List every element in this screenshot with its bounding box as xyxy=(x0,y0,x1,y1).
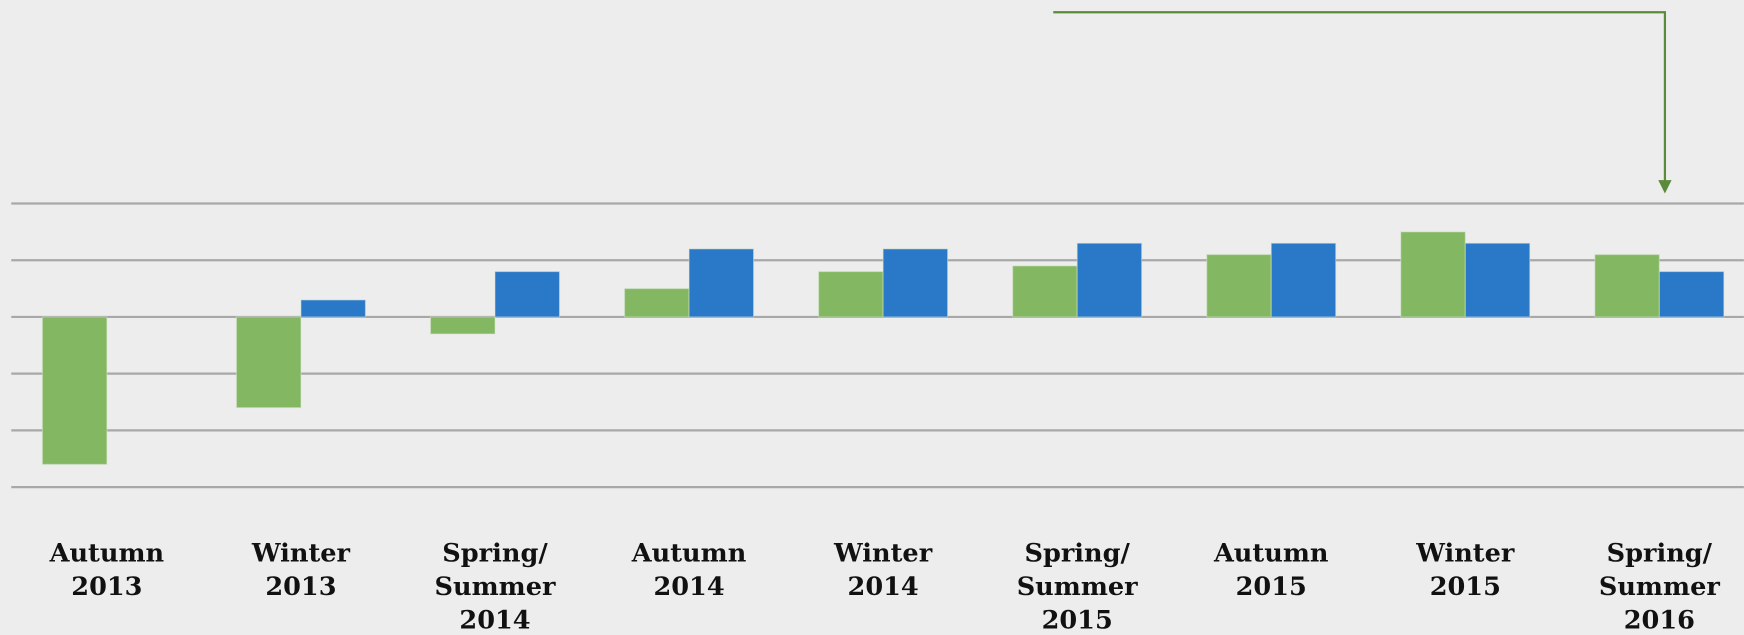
bar xyxy=(1076,242,1143,318)
annotation-arrow xyxy=(1053,11,1667,182)
bar xyxy=(882,248,949,318)
x-tick-label: Winter 2014 xyxy=(834,538,933,602)
x-tick-label: Winter 2013 xyxy=(251,538,351,602)
x-tick-label: Spring/ Summer 2014 xyxy=(434,538,556,635)
bar xyxy=(41,316,108,465)
bar xyxy=(494,271,561,318)
x-label-box: Autumn 2014 xyxy=(631,538,747,602)
x-label-box: Autumn 2015 xyxy=(1213,538,1329,602)
x-label-box: Autumn 2013 xyxy=(49,538,165,602)
x-tick-label: Winter 2015 xyxy=(1416,538,1515,602)
bar xyxy=(1206,253,1272,318)
bar xyxy=(1464,242,1531,318)
labels: Autumn 2013 Winter 2013 Spring/ Summer 201… xyxy=(49,538,1720,635)
bar xyxy=(624,288,690,318)
x-tick-label: Autumn 2013 xyxy=(49,538,165,602)
x-tick-label: Spring/ Summer 2015 xyxy=(1016,538,1138,635)
bar xyxy=(1658,271,1725,318)
bar xyxy=(1400,231,1466,318)
x-label-box: Spring/ Summer 2016 xyxy=(1598,538,1720,635)
bars xyxy=(41,231,1725,465)
x-label-box: Winter 2013 xyxy=(251,538,351,602)
bar xyxy=(688,248,755,318)
bar xyxy=(300,299,367,318)
arrow-head xyxy=(1658,180,1672,194)
x-tick-label: Spring/ Summer 2016 xyxy=(1598,538,1720,635)
bar xyxy=(818,271,884,318)
x-tick-label: Autumn 2015 xyxy=(1213,538,1329,602)
x-label-box: Winter 2014 xyxy=(834,538,933,602)
x-label-box: Spring/ Summer 2014 xyxy=(434,538,556,635)
bar xyxy=(1270,242,1337,318)
x-tick-label: Autumn 2014 xyxy=(631,538,747,602)
bar xyxy=(235,316,302,409)
bar xyxy=(1594,253,1660,318)
x-label-box: Spring/ Summer 2015 xyxy=(1016,538,1138,635)
bar xyxy=(429,316,496,335)
x-label-box: Winter 2015 xyxy=(1416,538,1515,602)
bar xyxy=(1012,265,1078,318)
